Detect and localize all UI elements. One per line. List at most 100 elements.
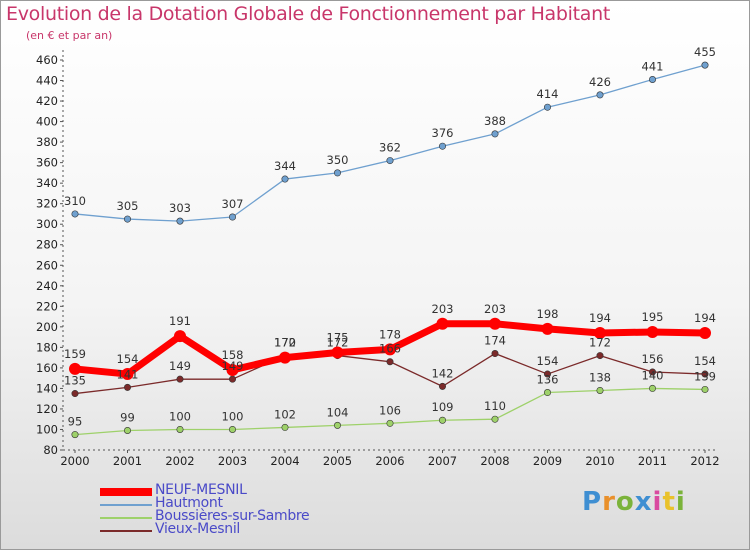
data-label-neuf-mesnil: 154 — [117, 352, 139, 366]
data-point-hautmont — [386, 157, 394, 165]
data-point-hautmont — [438, 142, 446, 150]
data-label-vieux-mesnil: 154 — [537, 354, 559, 368]
y-tick-label: 380 — [36, 135, 58, 149]
data-point-hautmont — [596, 91, 604, 99]
y-tick-label: 360 — [36, 156, 58, 170]
y-tick-label: 120 — [36, 402, 58, 416]
x-tick-label: 2012 — [690, 454, 719, 468]
y-tick-label: 280 — [36, 238, 58, 252]
data-label-boussi-res-sur-sambre: 140 — [642, 368, 664, 382]
data-point-vieux-mesnil — [543, 370, 551, 378]
data-label-vieux-mesnil: 172 — [327, 336, 349, 350]
legend-label-hautmont: Hautmont — [155, 495, 223, 511]
y-tick-label: 160 — [36, 361, 58, 375]
data-label-hautmont: 455 — [694, 45, 716, 59]
data-point-hautmont — [491, 130, 499, 138]
data-label-neuf-mesnil: 159 — [64, 347, 86, 361]
data-label-neuf-mesnil: 194 — [694, 311, 716, 325]
data-label-neuf-mesnil: 175 — [327, 331, 349, 345]
data-label-boussi-res-sur-sambre: 95 — [68, 415, 83, 429]
x-tick-label: 2009 — [533, 454, 562, 468]
logo-letter: x — [634, 487, 653, 517]
proxiti-logo: Proxiti — [582, 487, 686, 517]
data-point-vieux-mesnil — [124, 383, 132, 391]
data-point-vieux-mesnil — [71, 390, 79, 398]
data-point-hautmont — [648, 76, 656, 84]
data-label-neuf-mesnil: 195 — [642, 310, 664, 324]
legend-swatch-boussi-res-sur-sambre — [100, 517, 152, 519]
data-label-boussi-res-sur-sambre: 136 — [537, 373, 559, 387]
data-point-hautmont — [229, 213, 237, 221]
x-tick-label: 2004 — [270, 454, 299, 468]
y-tick-label: 420 — [36, 94, 58, 108]
logo-letter: i — [675, 487, 686, 517]
data-point-neuf-mesnil — [279, 351, 291, 364]
data-point-neuf-mesnil — [646, 325, 659, 338]
data-label-boussi-res-sur-sambre: 104 — [327, 405, 349, 419]
data-point-hautmont — [543, 103, 551, 111]
y-tick-label: 200 — [36, 320, 58, 334]
data-label-boussi-res-sur-sambre: 109 — [432, 400, 454, 414]
data-label-vieux-mesnil: 172 — [589, 336, 611, 350]
data-point-boussi-res-sur-sambre — [596, 386, 604, 394]
data-label-vieux-mesnil: 142 — [432, 366, 454, 380]
chart-subtitle: (en € et par an) — [26, 29, 113, 42]
legend-label-neuf-mesnil: NEUF-MESNIL — [155, 482, 247, 498]
data-label-boussi-res-sur-sambre: 139 — [694, 369, 716, 383]
data-label-vieux-mesnil: 141 — [117, 367, 139, 381]
data-point-hautmont — [176, 217, 184, 225]
data-point-hautmont — [281, 175, 289, 183]
data-label-hautmont: 310 — [64, 194, 86, 208]
data-point-boussi-res-sur-sambre — [438, 416, 446, 424]
data-point-boussi-res-sur-sambre — [229, 425, 237, 433]
data-label-boussi-res-sur-sambre: 110 — [484, 399, 506, 413]
legend-label-boussi-res-sur-sambre: Boussières-sur-Sambre — [155, 508, 310, 524]
data-label-neuf-mesnil: 170 — [274, 336, 296, 350]
data-point-neuf-mesnil — [699, 327, 711, 339]
y-tick-label: 80 — [43, 443, 58, 457]
y-tick-label: 140 — [36, 381, 58, 395]
data-label-boussi-res-sur-sambre: 106 — [379, 403, 401, 417]
data-point-boussi-res-sur-sambre — [491, 415, 499, 423]
legend-swatch-neuf-mesnil — [100, 488, 152, 496]
legend-swatch-hautmont — [100, 504, 152, 506]
data-label-vieux-mesnil: 174 — [484, 334, 506, 348]
data-label-hautmont: 307 — [222, 197, 244, 211]
x-tick-label: 2002 — [165, 454, 194, 468]
logo-letter: t — [662, 487, 676, 517]
data-label-neuf-mesnil: 198 — [537, 307, 559, 321]
legend-swatch-vieux-mesnil — [100, 530, 152, 532]
data-point-vieux-mesnil — [176, 375, 184, 383]
data-point-neuf-mesnil — [541, 322, 554, 335]
data-point-vieux-mesnil — [438, 382, 446, 390]
x-tick-label: 2008 — [480, 454, 509, 468]
data-point-vieux-mesnil — [229, 375, 237, 383]
x-tick-label: 2010 — [585, 454, 614, 468]
data-point-hautmont — [333, 169, 341, 177]
x-tick-label: 2011 — [638, 454, 667, 468]
data-label-neuf-mesnil: 158 — [222, 348, 244, 362]
data-label-hautmont: 376 — [432, 126, 454, 140]
data-label-hautmont: 303 — [169, 201, 191, 215]
data-point-neuf-mesnil — [69, 362, 81, 375]
data-label-hautmont: 362 — [379, 141, 401, 155]
y-tick-label: 180 — [36, 340, 58, 354]
logo-letter: o — [615, 487, 635, 517]
legend-label-vieux-mesnil: Vieux-Mesnil — [155, 521, 241, 537]
data-label-boussi-res-sur-sambre: 99 — [120, 411, 135, 425]
data-point-boussi-res-sur-sambre — [648, 384, 656, 392]
data-point-vieux-mesnil — [491, 350, 499, 358]
data-label-vieux-mesnil: 149 — [222, 359, 244, 373]
data-point-neuf-mesnil — [331, 346, 344, 359]
data-label-vieux-mesnil: 156 — [642, 352, 664, 366]
data-label-hautmont: 388 — [484, 114, 506, 128]
data-point-vieux-mesnil — [648, 368, 656, 376]
y-tick-label: 240 — [36, 279, 58, 293]
data-label-vieux-mesnil: 172 — [274, 336, 296, 350]
data-label-boussi-res-sur-sambre: 102 — [274, 407, 296, 421]
data-point-hautmont — [71, 210, 79, 218]
data-point-boussi-res-sur-sambre — [281, 423, 289, 431]
y-tick-label: 440 — [36, 74, 58, 88]
y-tick-label: 320 — [36, 197, 58, 211]
x-tick-label: 2006 — [375, 454, 404, 468]
